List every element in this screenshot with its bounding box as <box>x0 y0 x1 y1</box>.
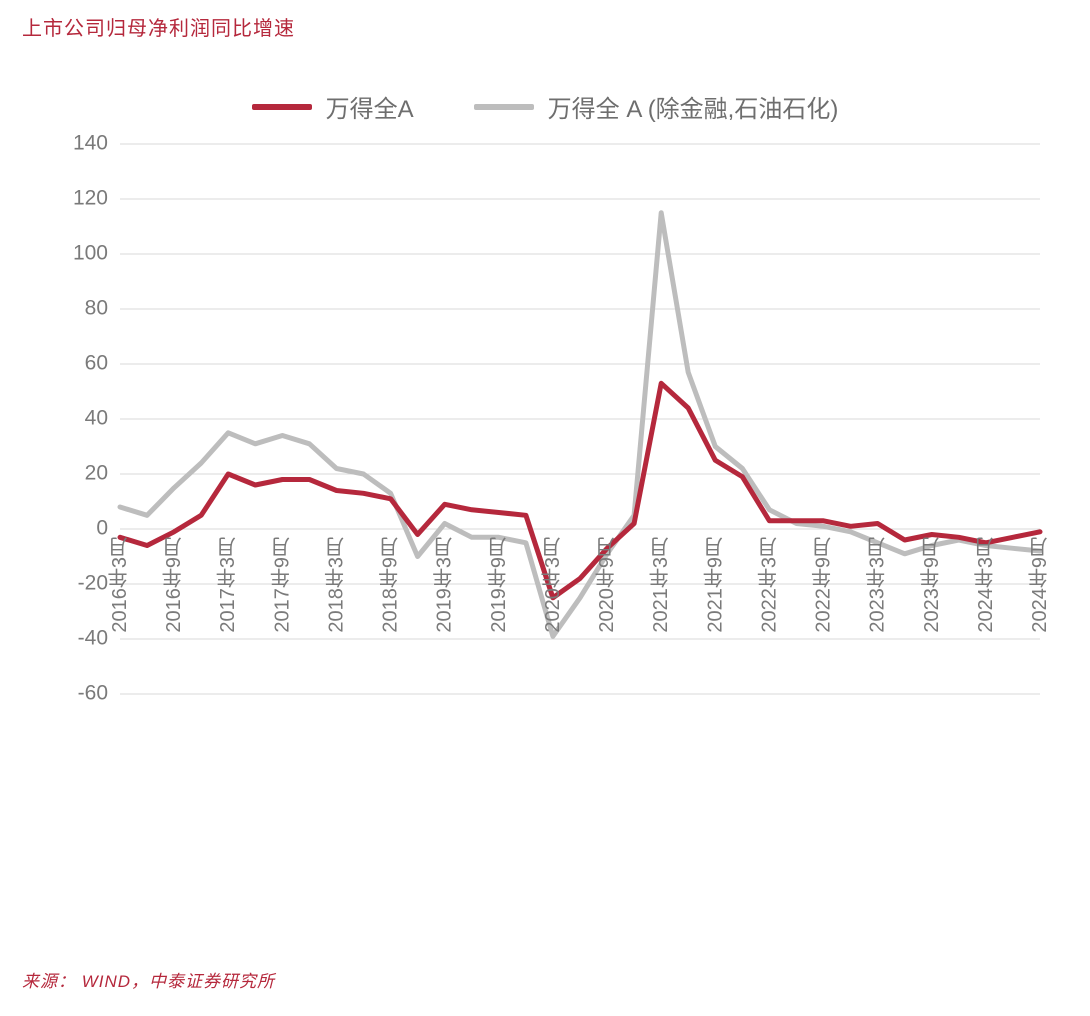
chart-title: 上市公司归母净利润同比增速 <box>22 12 1070 41</box>
svg-text:100: 100 <box>73 242 108 265</box>
chart-area: -60 -40 -20 0 20 40 60 80 100 120 140 2016年3月 2016年9… <box>40 134 1050 854</box>
svg-text:140: 140 <box>73 134 108 155</box>
svg-text:2021年3月: 2021年3月 <box>649 537 672 633</box>
svg-text:2024年3月: 2024年3月 <box>974 537 997 633</box>
svg-text:2022年3月: 2022年3月 <box>757 537 780 633</box>
svg-text:20: 20 <box>85 462 108 485</box>
svg-text:2021年9月: 2021年9月 <box>703 537 726 633</box>
svg-text:60: 60 <box>85 352 108 375</box>
svg-text:2023年3月: 2023年3月 <box>866 537 889 633</box>
svg-text:2020年9月: 2020年9月 <box>595 537 618 633</box>
svg-text:2019年9月: 2019年9月 <box>487 537 510 633</box>
legend: 万得全A 万得全 A (除金融,石油石化) <box>20 89 1070 124</box>
series-0 <box>120 383 1040 598</box>
svg-text:2016年9月: 2016年9月 <box>162 537 185 633</box>
line-chart-svg: -60 -40 -20 0 20 40 60 80 100 120 140 2016年3月 2016年9… <box>40 134 1050 854</box>
legend-label-1: 万得全 A (除金融,石油石化) <box>548 89 839 124</box>
svg-text:2022年9月: 2022年9月 <box>812 537 835 633</box>
svg-text:2020年3月: 2020年3月 <box>541 537 564 633</box>
chart-source: 来源： WIND，中泰证券研究所 <box>22 967 275 992</box>
svg-text:-60: -60 <box>78 682 108 705</box>
series-1 <box>120 213 1040 637</box>
page-root: 上市公司归母净利润同比增速 万得全A 万得全 A (除金融,石油石化) -60-… <box>0 0 1090 1016</box>
svg-text:2024年9月: 2024年9月 <box>1028 537 1050 633</box>
svg-text:2018年9月: 2018年9月 <box>379 537 402 633</box>
legend-item-1: 万得全 A (除金融,石油石化) <box>474 89 839 124</box>
svg-text:-20: -20 <box>78 572 108 595</box>
svg-text:2018年3月: 2018年3月 <box>324 537 347 633</box>
svg-text:-40: -40 <box>78 627 108 650</box>
svg-text:120: 120 <box>73 187 108 210</box>
legend-swatch-0 <box>252 104 312 110</box>
svg-text:0: 0 <box>96 517 108 540</box>
svg-text:2017年9月: 2017年9月 <box>270 537 293 633</box>
svg-text:2016年3月: 2016年3月 <box>108 537 131 633</box>
svg-text:2023年9月: 2023年9月 <box>920 537 943 633</box>
svg-text:2017年3月: 2017年3月 <box>216 537 239 633</box>
legend-item-0: 万得全A <box>252 89 414 124</box>
svg-text:2019年3月: 2019年3月 <box>433 537 456 633</box>
svg-text:40: 40 <box>85 407 108 430</box>
svg-text:80: 80 <box>85 297 108 320</box>
legend-swatch-1 <box>474 104 534 110</box>
legend-label-0: 万得全A <box>326 89 414 124</box>
